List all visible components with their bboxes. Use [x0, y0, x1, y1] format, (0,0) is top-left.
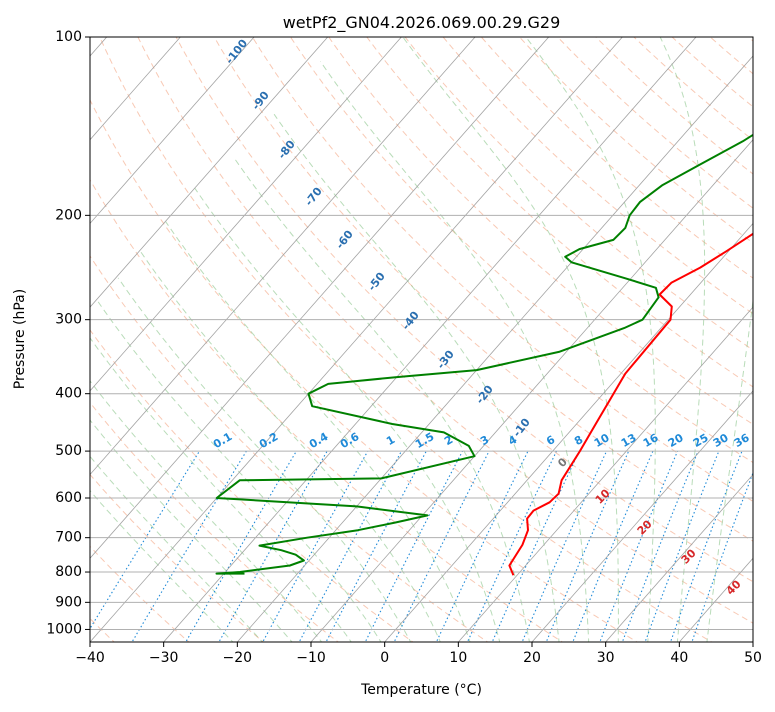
dry-adiabat-line [771, 24, 775, 645]
mixing-ratio-line [364, 451, 462, 644]
mixing-ratio-label: 2 [442, 433, 455, 448]
dry-adiabat-label: -20 [473, 383, 496, 407]
mixing-ratio-line [80, 451, 199, 644]
x-tick-label: −20 [223, 650, 253, 666]
mixing-ratio-label: 0.1 [211, 430, 234, 451]
y-tick-label: 400 [55, 386, 82, 402]
y-axis-label: Pressure (hPa) [12, 289, 28, 389]
mixing-ratio-label: 16 [641, 431, 661, 450]
isotherm-line [385, 37, 775, 642]
dry-adiabat-label: -90 [249, 89, 272, 113]
mixing-ratio-line [644, 451, 719, 644]
dry-adiabat-line [320, 24, 775, 645]
moist-adiabat-line [195, 188, 501, 644]
x-tick-label: −40 [75, 650, 105, 666]
isotherm-line [0, 37, 254, 642]
mixing-ratio-line [491, 451, 579, 644]
moist-adiabat-line [707, 24, 770, 645]
mixing-ratio-line [691, 451, 761, 644]
x-axis-label: Temperature (°C) [360, 682, 482, 698]
dry-adiabat-line [733, 24, 775, 645]
dry-adiabat-label: -40 [399, 309, 422, 333]
dry-adiabat-label: -70 [302, 185, 325, 209]
dry-adiabat-line [357, 24, 775, 645]
moist-adiabat-label: 40 [724, 577, 744, 597]
dry-adiabat-line [0, 24, 267, 645]
isotherm-line [0, 37, 475, 642]
dry-adiabat-label: -30 [434, 348, 457, 372]
isotherm-line [164, 37, 696, 642]
x-tick-label: 40 [670, 650, 688, 666]
mixing-ratio-line [131, 451, 247, 644]
mixing-ratio-label: 1 [384, 433, 397, 448]
mixing-ratio-line [545, 451, 628, 644]
x-tick-label: 30 [597, 650, 615, 666]
x-tick-label: 50 [744, 650, 762, 666]
moist-adiabat-line [654, 24, 705, 645]
dry-adiabat-label: -60 [333, 228, 356, 252]
mixing-ratio-label: 13 [619, 431, 639, 450]
dry-adiabat-label: -50 [365, 270, 388, 294]
grid-lines [0, 37, 775, 642]
mixing-ratio-label: 3 [478, 433, 491, 448]
mixing-ratio-label: 0.4 [307, 430, 331, 451]
y-tick-label: 100 [55, 29, 82, 45]
moist-adiabat-line [140, 251, 441, 644]
dry-adiabat-line [545, 24, 775, 645]
y-tick-label: 500 [55, 443, 82, 459]
dry-adiabat-line [244, 24, 775, 645]
dry-adiabat-line [620, 24, 775, 645]
x-tick-label: −10 [296, 650, 326, 666]
mixing-ratio-label: 30 [711, 431, 731, 450]
y-tick-label: 1000 [46, 621, 82, 637]
x-tick-label: 0 [380, 650, 389, 666]
moist-adiabat-line [118, 278, 412, 645]
dry-adiabat-line [19, 24, 566, 645]
dry-adiabat-line [0, 24, 341, 645]
moist-adiabat-label: 20 [635, 517, 655, 537]
dry-adiabat-line [696, 24, 775, 645]
mixing-ratio-label: 0.6 [338, 430, 362, 451]
isotherm-line [0, 37, 401, 642]
dry-adiabat-line [658, 24, 775, 645]
mixing-ratio-line [670, 451, 742, 644]
isotherm-line [90, 37, 622, 642]
dry-adiabat-line [282, 24, 775, 645]
mixing-ratio-line [621, 451, 698, 644]
dry-adiabat-line [56, 24, 641, 645]
moist-adiabat-line [80, 324, 353, 645]
y-tick-label: 700 [55, 530, 82, 546]
dry-adiabat-line [0, 24, 416, 645]
mixing-ratio-line [572, 451, 653, 644]
moist-adiabat-label: 30 [679, 546, 699, 566]
dry-adiabat-line [132, 24, 775, 645]
dry-adiabat-label: -100 [223, 37, 250, 67]
y-tick-label: 800 [55, 564, 82, 580]
mixing-ratio-label: 20 [666, 431, 686, 450]
moist-adiabat-label: 10 [593, 486, 613, 506]
x-tick-label: −30 [149, 650, 179, 666]
mixing-ratio-line [325, 451, 427, 644]
moist-adiabat-line [98, 302, 382, 645]
mixing-ratio-label: 1.5 [413, 430, 436, 451]
mixing-ratio-label: 6 [544, 433, 557, 448]
mixing-ratio-label: 10 [592, 431, 612, 450]
dry-adiabat-line [0, 24, 491, 645]
y-tick-label: 600 [55, 490, 82, 506]
x-tick-label: 20 [523, 650, 541, 666]
moist-adiabat-line [45, 359, 294, 644]
chart-title: wetPf2_GN04.2026.069.00.29.G29 [283, 13, 561, 33]
moist-adiabat-label: 0 [555, 455, 570, 470]
y-tick-label: 200 [55, 207, 82, 223]
x-tick-label: 10 [449, 650, 467, 666]
y-tick-label: 900 [55, 594, 82, 610]
mixing-ratio-label: 25 [691, 431, 711, 450]
y-tick-label: 300 [55, 312, 82, 328]
isotherm-line [753, 37, 775, 642]
mixing-ratio-line [599, 451, 678, 644]
